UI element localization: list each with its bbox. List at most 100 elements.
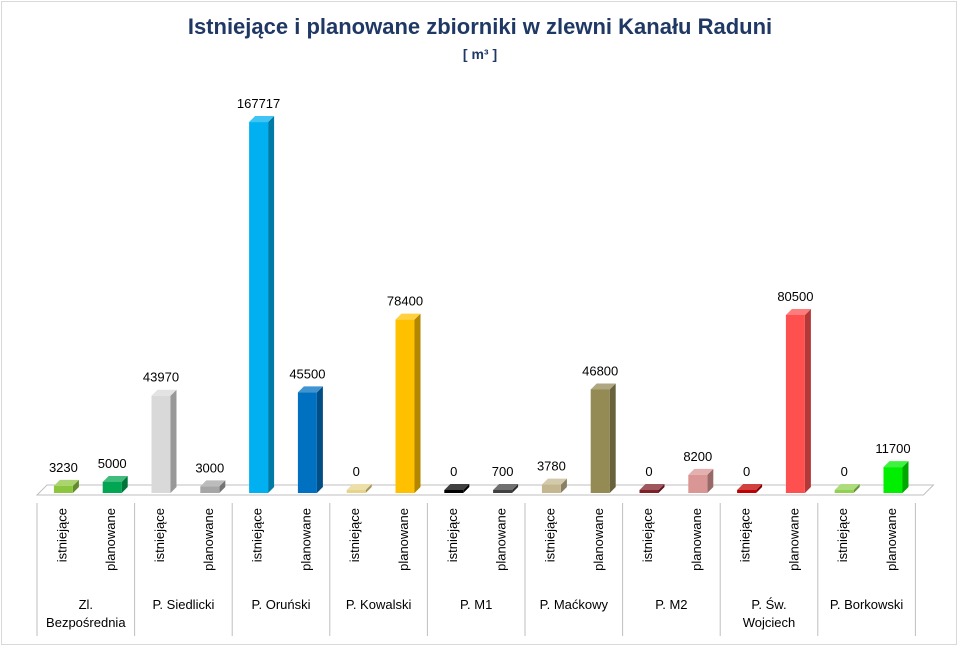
bar-top <box>834 484 860 490</box>
data-label: 80500 <box>777 289 813 304</box>
bar-top <box>688 468 714 475</box>
bar <box>249 122 269 493</box>
bar <box>590 389 610 493</box>
group-label: P. Siedlicki <box>152 597 214 612</box>
bar-top <box>395 313 421 320</box>
data-label: 45500 <box>289 366 325 381</box>
bar-side <box>707 468 714 493</box>
bar <box>297 392 317 493</box>
bar <box>737 490 757 493</box>
chart-title: Istniejące i planowane zbiorniki w zlewn… <box>187 14 773 39</box>
bar-top <box>541 478 567 485</box>
data-label: 0 <box>450 464 457 479</box>
group-label: P. Św. <box>751 597 786 612</box>
category-label: planowane <box>786 508 801 571</box>
category-label: istniejące <box>347 508 362 562</box>
category-label: istniejące <box>250 508 265 562</box>
bar <box>493 490 513 493</box>
group-label: Bezpośrednia <box>46 615 126 630</box>
group-label: P. M1 <box>460 597 492 612</box>
category-label: istniejące <box>445 508 460 562</box>
bar-side <box>72 479 79 493</box>
bar-side <box>219 480 226 493</box>
bar-side <box>365 484 372 493</box>
bar <box>151 395 171 493</box>
category-label: istniejące <box>54 508 69 562</box>
category-label: planowane <box>201 508 216 571</box>
bar-side <box>512 484 519 493</box>
category-label: planowane <box>103 508 118 571</box>
data-label: 11700 <box>875 441 910 456</box>
group-label: Zl. <box>79 597 93 612</box>
bar-side <box>609 383 616 493</box>
data-label: 3000 <box>195 460 224 475</box>
bar-side <box>560 478 567 493</box>
category-label: istniejące <box>542 508 557 562</box>
bar-top <box>151 389 177 396</box>
data-label: 3780 <box>537 459 566 474</box>
group-label: P. Borkowski <box>830 597 904 612</box>
data-label: 3230 <box>49 460 78 475</box>
bar-top <box>346 484 372 490</box>
bar-top <box>297 386 323 393</box>
bar <box>785 314 805 493</box>
bar-side <box>414 313 421 493</box>
group-label: P. Kowalski <box>346 597 412 612</box>
category-label: planowane <box>396 508 411 571</box>
bar <box>102 481 122 493</box>
data-label: 0 <box>841 464 848 479</box>
data-label: 5000 <box>98 456 127 471</box>
category-label: istniejące <box>835 508 850 562</box>
bar-top <box>249 116 275 123</box>
bar-top <box>200 480 226 487</box>
category-label: planowane <box>884 508 899 571</box>
group-label: P. Maćkowy <box>540 597 609 612</box>
bar <box>883 467 903 493</box>
bar-side <box>121 475 128 493</box>
bar-top <box>883 461 909 468</box>
bar-side <box>170 389 177 493</box>
bar-top <box>737 484 763 490</box>
data-label: 43970 <box>143 370 179 385</box>
data-label: 700 <box>492 464 514 479</box>
data-label: 8200 <box>683 449 712 464</box>
bar-top <box>102 475 128 482</box>
group-label: P. M2 <box>655 597 687 612</box>
bar <box>834 490 854 493</box>
bar <box>395 319 415 493</box>
category-label: istniejące <box>640 508 655 562</box>
bar <box>444 490 464 493</box>
chart-floor <box>35 484 935 496</box>
bar-side <box>804 308 811 493</box>
bar-top <box>493 484 519 490</box>
group-label: Wojciech <box>743 615 796 630</box>
bar-side <box>853 484 860 493</box>
data-label: 78400 <box>387 294 423 309</box>
category-label: planowane <box>591 508 606 571</box>
category-label: planowane <box>494 508 509 571</box>
bar <box>541 484 561 493</box>
bar <box>200 486 220 493</box>
category-label: planowane <box>689 508 704 571</box>
bar <box>639 490 659 493</box>
data-label: 0 <box>353 464 360 479</box>
bar <box>53 485 73 493</box>
bar-top <box>639 484 665 490</box>
bar <box>346 490 366 493</box>
bar-top <box>590 383 616 390</box>
bar-side <box>316 386 323 493</box>
category-label: planowane <box>298 508 313 571</box>
bar-side <box>268 116 275 493</box>
bar-top <box>53 479 79 486</box>
category-label: istniejące <box>152 508 167 562</box>
bar-top <box>785 308 811 315</box>
bar-side <box>756 484 763 493</box>
data-label: 0 <box>645 464 652 479</box>
category-label: istniejące <box>738 508 753 562</box>
data-label: 167717 <box>237 96 280 111</box>
bar-side <box>658 484 665 493</box>
data-label: 46800 <box>582 363 618 378</box>
bar-top <box>444 484 470 490</box>
